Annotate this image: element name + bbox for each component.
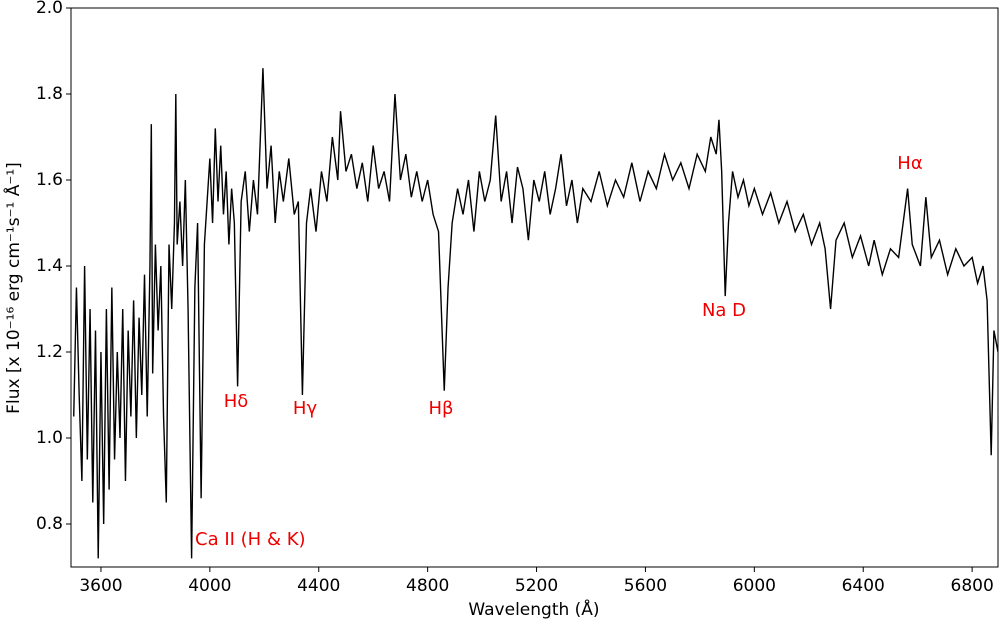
y-tick-label: 1.6 — [36, 170, 63, 190]
y-tick-label: 1.0 — [36, 428, 63, 448]
y-tick-label: 1.4 — [36, 256, 63, 276]
line-annotation: Hα — [897, 153, 922, 174]
x-tick-label: 3600 — [79, 576, 122, 596]
plot-frame — [70, 7, 999, 568]
x-tick-label: 5600 — [624, 576, 667, 596]
x-axis-label: Wavelength (Å) — [468, 598, 599, 620]
y-tick-label: 0.8 — [36, 514, 63, 534]
y-tick-label: 2.0 — [36, 0, 63, 18]
line-annotation: Hγ — [293, 398, 318, 419]
x-tick-label: 4400 — [297, 576, 340, 596]
line-annotation: Hβ — [428, 398, 453, 419]
x-tick-label: 4000 — [188, 576, 231, 596]
x-tick-label: 6800 — [951, 576, 994, 596]
y-tick-label: 1.8 — [36, 84, 63, 104]
line-annotation: Hδ — [224, 391, 249, 412]
line-annotation: Na D — [702, 300, 746, 321]
spectrum-line — [73, 68, 998, 559]
x-tick-label: 5200 — [515, 576, 558, 596]
y-axis-label: Flux [x 10⁻¹⁶ erg cm⁻¹s⁻¹ Å⁻¹] — [2, 162, 24, 414]
x-tick-label: 6000 — [733, 576, 776, 596]
x-tick-label: 6400 — [842, 576, 885, 596]
x-tick-label: 4800 — [406, 576, 449, 596]
line-annotation: Ca II (H & K) — [195, 529, 306, 550]
y-tick-label: 1.2 — [36, 342, 63, 362]
